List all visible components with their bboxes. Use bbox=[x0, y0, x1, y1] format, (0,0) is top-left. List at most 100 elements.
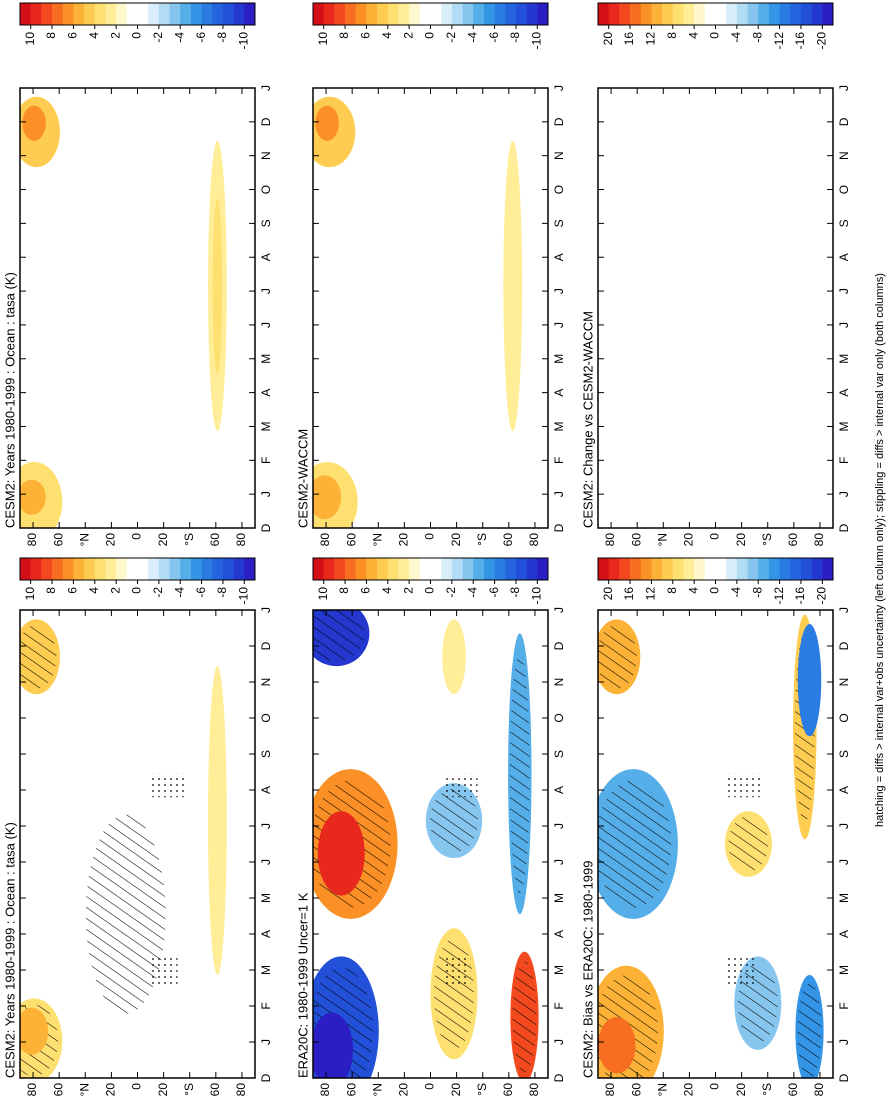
colorbar-segment bbox=[758, 558, 770, 580]
x-tick-label: F bbox=[552, 457, 566, 464]
y-tick-label: 60 bbox=[786, 1083, 800, 1097]
colorbar-segment bbox=[704, 558, 716, 580]
x-tick-label: A bbox=[552, 253, 566, 261]
colorbar-segment bbox=[619, 3, 631, 25]
y-tick-label: 80 bbox=[234, 1083, 248, 1097]
y-tick-label: 20 bbox=[682, 1083, 696, 1097]
y-tick-label: 0 bbox=[708, 533, 722, 540]
x-tick-label: S bbox=[552, 750, 566, 758]
panel: CESM2: Years 1980-1999 : Ocean : tasa (K… bbox=[2, 2, 273, 546]
x-tick-label: A bbox=[837, 930, 851, 938]
colorbar-segment bbox=[822, 3, 834, 25]
colorbar-segment bbox=[515, 558, 527, 580]
panel-background bbox=[20, 88, 255, 528]
x-tick-label: J bbox=[552, 85, 566, 91]
contour-region bbox=[442, 619, 466, 695]
colorbar-segment bbox=[201, 558, 213, 580]
colorbar-segment bbox=[598, 3, 609, 25]
contour-region bbox=[797, 624, 822, 737]
panel-title: ERA20C: 1980-1999 Uncer=1 K bbox=[295, 892, 310, 1078]
y-tick-label: 60 bbox=[344, 1083, 358, 1097]
y-tick-label: 0 bbox=[130, 1083, 144, 1090]
panel-background bbox=[598, 610, 833, 1078]
x-tick-label: J bbox=[259, 322, 273, 328]
colorbar-segment bbox=[537, 558, 549, 580]
colorbar-label: 8 bbox=[44, 587, 58, 594]
y-tick-label: 0 bbox=[423, 533, 437, 540]
colorbar-segment bbox=[768, 3, 780, 25]
x-tick-label: D bbox=[259, 117, 273, 126]
y-tick-label: 80 bbox=[527, 1083, 541, 1097]
colorbar-segment bbox=[537, 3, 549, 25]
colorbar-segment bbox=[84, 3, 96, 25]
colorbar-segment bbox=[462, 558, 474, 580]
colorbar-segment bbox=[148, 3, 160, 25]
x-tick-label: M bbox=[552, 893, 566, 903]
colorbar-label: 0 bbox=[130, 32, 144, 39]
colorbar-label: 10 bbox=[23, 32, 37, 46]
colorbar-segment bbox=[736, 3, 748, 25]
colorbar-segment bbox=[598, 558, 609, 580]
colorbar-segment bbox=[73, 3, 85, 25]
y-tick-label: 80 bbox=[25, 1083, 39, 1097]
colorbar-label: 2 bbox=[108, 587, 122, 594]
colorbar-segment bbox=[334, 3, 346, 25]
colorbar-label: 6 bbox=[359, 32, 373, 39]
x-tick-label: D bbox=[552, 641, 566, 650]
y-tick-label: 20 bbox=[104, 1083, 118, 1097]
x-tick-label: O bbox=[259, 185, 273, 194]
y-tick-label: 0 bbox=[423, 1083, 437, 1090]
colorbar-segment bbox=[419, 3, 431, 25]
colorbar-segment bbox=[222, 3, 234, 25]
panel-title: CESM2: Years 1980-1999 : Ocean : tasa (K… bbox=[2, 822, 17, 1078]
x-tick-label: J bbox=[837, 322, 851, 328]
y-tick-label: °S bbox=[760, 1083, 774, 1096]
colorbar-segment bbox=[244, 3, 256, 25]
colorbar-label: -20 bbox=[814, 587, 828, 605]
colorbar-label: -2 bbox=[444, 587, 458, 598]
x-tick-label: M bbox=[552, 354, 566, 364]
x-tick-label: M bbox=[552, 421, 566, 431]
colorbar-label: 2 bbox=[108, 32, 122, 39]
colorbar-segment bbox=[398, 558, 410, 580]
x-tick-label: J bbox=[837, 1039, 851, 1045]
colorbar-segment bbox=[505, 558, 517, 580]
y-tick-label: 20 bbox=[449, 533, 463, 547]
panel-field bbox=[598, 88, 833, 528]
colorbar-segment bbox=[630, 3, 642, 25]
colorbar-segment bbox=[20, 558, 31, 580]
colorbar-segment bbox=[52, 3, 64, 25]
x-tick-label: J bbox=[259, 1039, 273, 1045]
colorbar-segment bbox=[430, 558, 442, 580]
colorbar-segment bbox=[822, 558, 834, 580]
y-tick-label: °N bbox=[370, 533, 384, 546]
colorbar-segment bbox=[233, 558, 245, 580]
colorbar-segment bbox=[494, 558, 506, 580]
hatching bbox=[512, 961, 537, 1073]
colorbar-segment bbox=[473, 3, 485, 25]
x-tick-label: F bbox=[259, 457, 273, 464]
colorbar-segment bbox=[94, 3, 106, 25]
colorbar-label: -8 bbox=[215, 587, 229, 598]
colorbar-segment bbox=[790, 558, 802, 580]
x-tick-label: A bbox=[259, 786, 273, 794]
colorbar-label: -6 bbox=[487, 587, 501, 598]
colorbar-segment bbox=[768, 558, 780, 580]
x-tick-label: M bbox=[259, 421, 273, 431]
colorbar-segment bbox=[441, 3, 453, 25]
colorbar-segment bbox=[683, 558, 695, 580]
stippling bbox=[442, 956, 471, 985]
colorbar-segment bbox=[736, 558, 748, 580]
colorbar-segment bbox=[515, 3, 527, 25]
x-tick-label: D bbox=[837, 1073, 851, 1082]
x-tick-label: N bbox=[837, 151, 851, 160]
colorbar-label: 0 bbox=[423, 587, 437, 594]
colorbar-label: 10 bbox=[316, 587, 330, 601]
x-tick-label: S bbox=[837, 750, 851, 758]
x-tick-label: J bbox=[552, 607, 566, 613]
colorbar-label: -4 bbox=[465, 587, 479, 598]
colorbar-label: -2 bbox=[151, 587, 165, 598]
colorbar-segment bbox=[451, 558, 463, 580]
x-tick-label: J bbox=[837, 859, 851, 865]
